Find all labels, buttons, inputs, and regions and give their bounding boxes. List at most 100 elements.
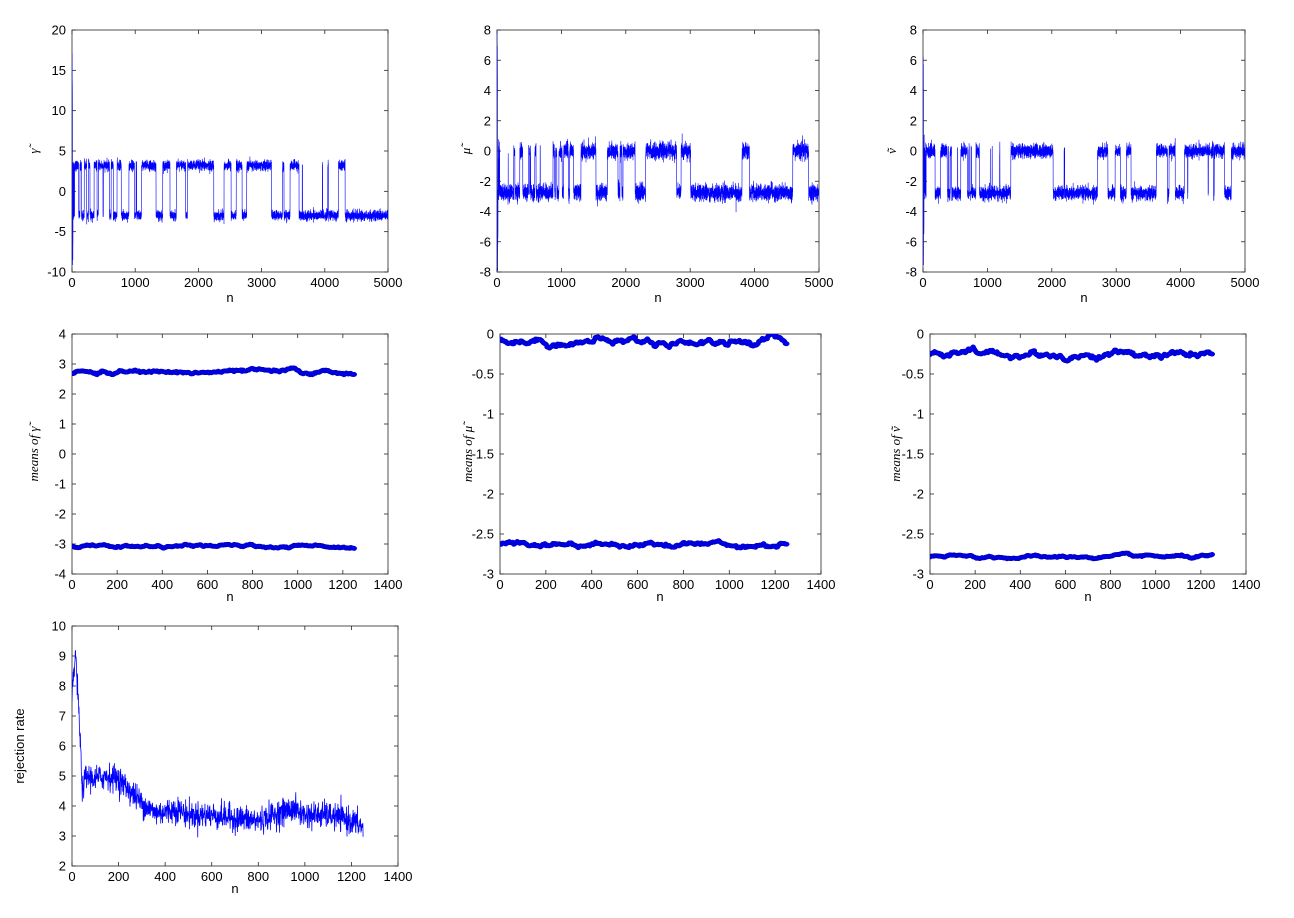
x-tick-label: 400 <box>154 869 176 884</box>
y-axis-label: ṽ <box>884 147 899 154</box>
y-tick-label: 10 <box>52 103 66 118</box>
x-axis-label: n <box>226 589 233 604</box>
y-axis-label: means of ṽ <box>888 425 903 482</box>
x-tick-label: 600 <box>627 577 649 592</box>
y-tick-label: 2 <box>59 387 66 402</box>
x-tick-label: 1000 <box>283 577 312 592</box>
trace-line <box>923 56 1245 265</box>
x-axis-label: n <box>231 881 238 896</box>
x-tick-label: 3000 <box>1102 275 1131 290</box>
y-tick-label: 2 <box>910 113 917 128</box>
x-tick-label: 1000 <box>715 577 744 592</box>
x-tick-label: 0 <box>919 275 926 290</box>
x-tick-label: 400 <box>581 577 603 592</box>
y-tick-label: -10 <box>47 265 66 280</box>
panel-gamma-trace: 0 1000 2000 3000 4000 5000 -10 -5 0 5 10 15 20 γ̃ n <box>26 23 402 306</box>
y-axis-label: means of γ̃ <box>26 421 41 482</box>
y-tick-label: 0 <box>59 447 66 462</box>
x-tick-label: 0 <box>926 577 933 592</box>
data-point <box>1209 351 1215 357</box>
gamma-means-plot: 0 200 400 600 800 1000 1200 1400 -4 -3 -2 -1 0 1 2 3 4 <box>54 327 402 593</box>
x-tick-label: 800 <box>247 869 269 884</box>
x-tick-label: 5000 <box>1231 275 1260 290</box>
x-tick-label: 1000 <box>973 275 1002 290</box>
x-tick-label: 0 <box>68 869 75 884</box>
x-tick-label: 3000 <box>676 275 705 290</box>
x-tick-label: 200 <box>535 577 557 592</box>
y-tick-label: -4 <box>54 567 66 582</box>
x-tick-label: 4000 <box>1166 275 1195 290</box>
y-tick-label: 1 <box>59 417 66 432</box>
y-tick-label: 2 <box>484 113 491 128</box>
x-tick-label: 600 <box>201 869 223 884</box>
x-axis-label: n <box>654 290 661 305</box>
x-tick-label: 1400 <box>374 577 403 592</box>
data-point <box>783 341 790 347</box>
y-tick-label: -1 <box>482 407 494 422</box>
panel-mu-means: 0 200 400 600 800 1000 1200 1400 -3 -2.5 -2 -1.5 -1 -… <box>460 327 835 605</box>
y-tick-label: -8 <box>479 265 491 280</box>
x-tick-label: 1400 <box>1232 577 1261 592</box>
x-tick-label: 1000 <box>1141 577 1170 592</box>
y-tick-label: 4 <box>484 83 491 98</box>
y-tick-label: 15 <box>52 63 66 78</box>
x-axis-label: n <box>656 589 663 604</box>
mu-trace-plot: 0 1000 2000 3000 4000 5000 -8 -6 -4 -2 0 2 4 6 8 <box>479 23 834 291</box>
x-tick-label: 800 <box>1100 577 1122 592</box>
rejection-rate-plot: 0 200 400 600 800 1000 1200 1400 2 3 4 5 6 7 8 9 10 <box>52 619 413 885</box>
y-tick-label: 6 <box>59 739 66 754</box>
x-tick-label: 0 <box>493 275 500 290</box>
y-tick-label: -4 <box>905 204 917 219</box>
v-means-plot: 0 200 400 600 800 1000 1200 1400 -3 -2.5 -2 -1.5 -1 -… <box>902 327 1261 593</box>
panel-mu-trace: 0 1000 2000 3000 4000 5000 -8 -6 -4 -2 0 2 4 6 8 μ̃ n <box>458 23 834 306</box>
y-tick-label: 0 <box>910 144 917 159</box>
y-tick-label: -1.5 <box>472 447 494 462</box>
y-tick-label: 0 <box>59 184 66 199</box>
y-tick-label: -2.5 <box>472 527 494 542</box>
y-tick-label: 8 <box>484 23 491 38</box>
x-tick-label: 0 <box>496 577 503 592</box>
y-axis-label: μ̃ <box>458 142 473 156</box>
y-tick-label: 4 <box>59 799 66 814</box>
trace-line <box>72 53 388 266</box>
data-point <box>1209 552 1215 557</box>
y-tick-label: -3 <box>912 567 924 582</box>
x-tick-label: 1000 <box>121 275 150 290</box>
x-tick-label: 2000 <box>1037 275 1066 290</box>
y-tick-label: -0.5 <box>472 367 494 382</box>
y-tick-label: -3 <box>54 537 66 552</box>
x-axis-label: n <box>1080 290 1087 305</box>
x-tick-label: 800 <box>242 577 264 592</box>
y-tick-label: -2 <box>479 174 491 189</box>
y-tick-label: 3 <box>59 357 66 372</box>
y-tick-label: -1 <box>54 477 66 492</box>
y-tick-label: -1 <box>912 407 924 422</box>
y-axis-label: rejection rate <box>12 708 27 783</box>
y-tick-label: 4 <box>59 327 66 342</box>
x-axis-label: n <box>226 290 233 305</box>
y-tick-label: 9 <box>59 649 66 664</box>
panel-rejection-rate: 0 200 400 600 800 1000 1200 1400 2 3 4 5 6 7 8 9 10 reje… <box>12 619 412 897</box>
panel-gamma-means: 0 200 400 600 800 1000 1200 1400 -4 -3 -2 -1 0 1 2 3 4 m… <box>26 327 402 605</box>
x-tick-label: 2000 <box>184 275 213 290</box>
y-tick-label: -5 <box>54 224 66 239</box>
data-point <box>351 371 357 377</box>
x-tick-label: 5000 <box>805 275 834 290</box>
y-tick-label: 8 <box>59 679 66 694</box>
y-tick-label: 10 <box>52 619 66 634</box>
x-tick-label: 2000 <box>611 275 640 290</box>
y-tick-label: 0 <box>917 327 924 342</box>
panel-v-trace: 0 1000 2000 3000 4000 5000 -8 -6 -4 -2 0 2 4 6 8 ṽ n <box>884 23 1259 306</box>
y-tick-label: 7 <box>59 709 66 724</box>
x-axis-label: n <box>1084 589 1091 604</box>
x-tick-label: 1200 <box>328 577 357 592</box>
y-tick-label: 2 <box>59 859 66 874</box>
mu-means-plot: 0 200 400 600 800 1000 1200 1400 -3 -2.5 -2 -1.5 -1 -… <box>472 327 836 593</box>
y-tick-label: 5 <box>59 769 66 784</box>
y-tick-label: -6 <box>479 234 491 249</box>
v-trace-plot: 0 1000 2000 3000 4000 5000 -8 -6 -4 -2 0 2 4 6 8 <box>905 23 1259 291</box>
y-tick-label: 4 <box>910 83 917 98</box>
y-tick-label: -2 <box>912 487 924 502</box>
x-tick-label: 1200 <box>1186 577 1215 592</box>
